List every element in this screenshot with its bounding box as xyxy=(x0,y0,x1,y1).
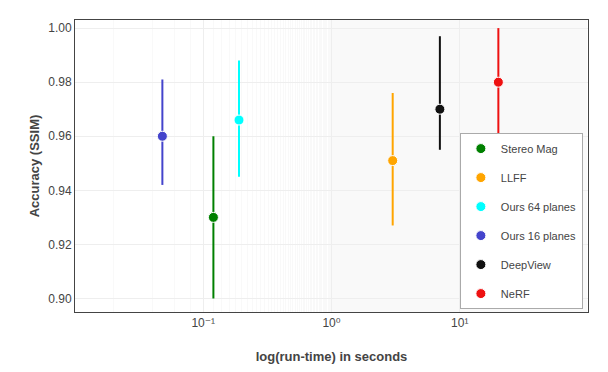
svg-text:0.90: 0.90 xyxy=(48,292,72,306)
svg-text:LLFF: LLFF xyxy=(501,172,527,184)
svg-text:0.92: 0.92 xyxy=(48,238,72,252)
svg-text:DeepView: DeepView xyxy=(501,259,551,271)
svg-text:Stereo Mag: Stereo Mag xyxy=(501,143,558,155)
svg-text:10⁻¹: 10⁻¹ xyxy=(191,316,215,330)
svg-text:0.94: 0.94 xyxy=(48,184,72,198)
svg-text:0.98: 0.98 xyxy=(48,75,72,89)
svg-text:10⁰: 10⁰ xyxy=(322,316,340,330)
svg-text:1.00: 1.00 xyxy=(48,21,72,35)
svg-text:Ours 16 planes: Ours 16 planes xyxy=(501,230,576,242)
svg-text:log(run-time) in seconds: log(run-time) in seconds xyxy=(256,349,408,364)
svg-text:Accuracy (SSIM): Accuracy (SSIM) xyxy=(27,115,42,218)
svg-text:10¹: 10¹ xyxy=(451,316,468,330)
svg-text:NeRF: NeRF xyxy=(501,288,530,300)
svg-text:Ours 64 planes: Ours 64 planes xyxy=(501,201,576,213)
svg-text:0.96: 0.96 xyxy=(48,129,72,143)
